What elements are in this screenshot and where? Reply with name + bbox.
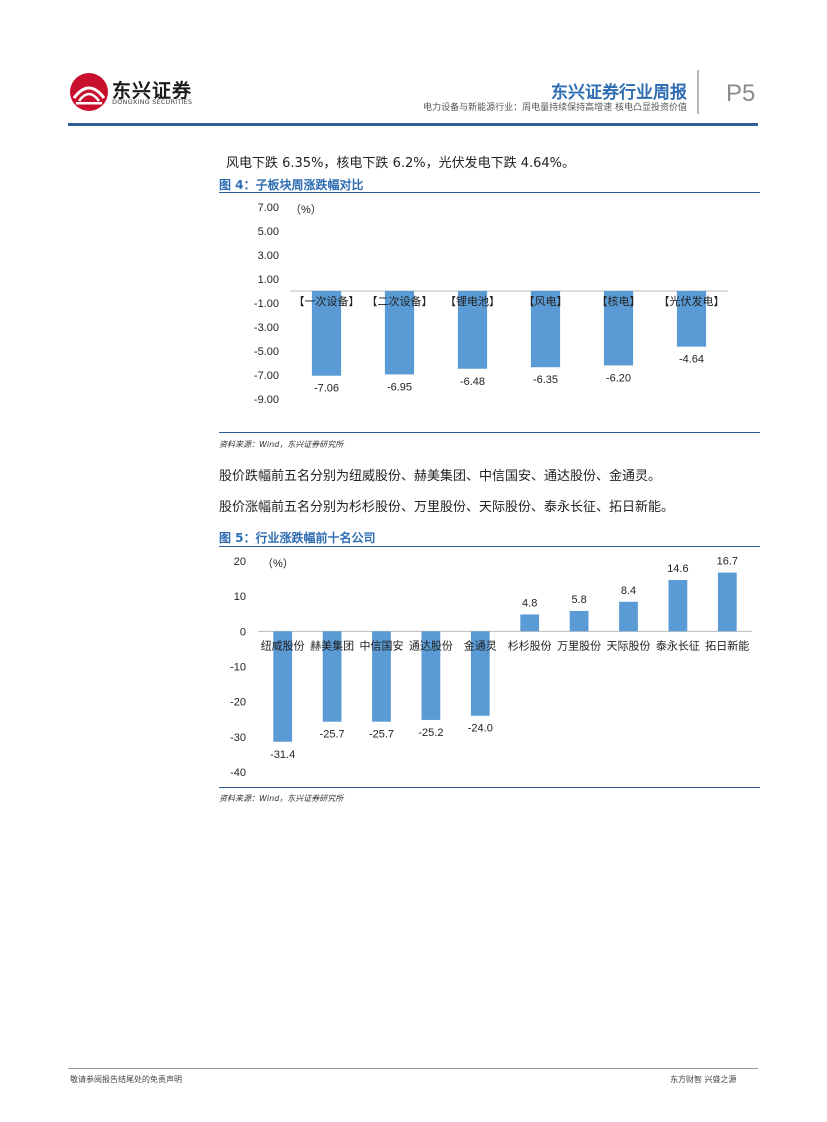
bar: [372, 631, 391, 722]
y-unit-label: （%）: [262, 557, 294, 570]
category-label: 通达股份: [409, 639, 453, 652]
bar-value-label: 4.8: [522, 597, 537, 609]
category-label: 【光伏发电】: [659, 294, 725, 308]
figure-4-caption: 图 4：子板块周涨跌幅对比: [219, 178, 364, 192]
y-unit-label: （%）: [290, 203, 322, 216]
bar-value-label: 16.7: [717, 556, 738, 568]
footer-disclaimer: 敬请参阅报告结尾处的免责声明: [70, 1075, 182, 1084]
bar-value-label: 5.8: [571, 594, 586, 606]
body-paragraph-2: 股价跌幅前五名分别为纽威股份、赫美集团、中信国安、通达股份、金通灵。: [219, 469, 662, 484]
body-paragraph-3: 股价涨幅前五名分别为杉杉股份、万里股份、天际股份、泰永长征、拓日新能。: [219, 500, 675, 515]
y-tick-label: 1.00: [258, 274, 279, 286]
report-brand-title: 东兴证券行业周报: [551, 83, 687, 103]
bar-value-label: 14.6: [667, 563, 688, 575]
bar: [603, 291, 634, 366]
y-tick-label: -20: [230, 697, 246, 709]
category-label: 杉杉股份: [508, 638, 552, 652]
y-tick-label: -5.00: [254, 346, 279, 358]
category-label: 【一次设备】: [294, 294, 360, 308]
bar-value-label: -4.64: [679, 354, 704, 366]
y-tick-label: -1.00: [254, 298, 279, 310]
category-label: 中信国安: [360, 638, 404, 652]
bar-value-label: -24.0: [468, 723, 493, 735]
bar: [384, 291, 415, 375]
bar: [421, 631, 441, 720]
bar-value-label: -6.20: [606, 372, 631, 384]
company-logo: [70, 73, 108, 111]
y-tick-label: 0: [240, 626, 246, 638]
bar-value-label: -6.48: [460, 376, 485, 388]
page-number: P5: [726, 80, 756, 107]
figure-5-source: 资料来源：Wind，东兴证券研究所: [219, 794, 344, 803]
category-label: 【核电】: [597, 294, 641, 308]
bar-value-label: -7.06: [314, 383, 339, 395]
category-label: 金通灵: [464, 638, 497, 652]
y-tick-label: -30: [230, 732, 246, 744]
y-tick-label: 10: [234, 591, 246, 603]
category-label: 拓日新能: [705, 638, 749, 652]
bar-value-label: -31.4: [270, 749, 295, 761]
logo-text-cn: 东兴证券: [112, 80, 193, 102]
logo-text-en: DONGXING SECURITIES: [112, 98, 193, 106]
category-label: 【锂电池】: [445, 294, 500, 308]
category-label: 纽威股份: [261, 638, 305, 652]
bar: [619, 601, 638, 632]
bar: [520, 614, 540, 632]
bar: [676, 291, 707, 347]
category-label: 赫美集团: [310, 638, 354, 652]
category-label: 泰永长征: [656, 638, 700, 652]
bar: [668, 579, 688, 632]
figure-4-bottom-rule: [219, 432, 760, 433]
y-tick-label: 3.00: [258, 250, 279, 262]
header-rule: [68, 123, 758, 126]
y-tick-label: -9.00: [254, 394, 279, 406]
figure-4-top-rule: [219, 192, 760, 193]
category-label: 【二次设备】: [367, 294, 433, 308]
bar: [311, 291, 342, 376]
figure-5-bottom-rule: [219, 787, 760, 788]
y-tick-label: -7.00: [254, 370, 279, 382]
y-tick-label: -10: [230, 662, 246, 674]
y-tick-label: 20: [234, 556, 246, 568]
figure-5-top-rule: [219, 546, 760, 547]
y-tick-label: -3.00: [254, 322, 279, 334]
body-paragraph-1: 风电下跌 6.35%，核电下跌 6.2%，光伏发电下跌 4.64%。: [226, 156, 576, 171]
bar: [457, 291, 488, 369]
category-label: 天际股份: [607, 639, 651, 652]
header-divider: [697, 70, 699, 114]
figure-4-source: 资料来源：Wind，东兴证券研究所: [219, 440, 344, 449]
category-label: 【风电】: [524, 295, 568, 308]
report-subtitle: 电力设备与新能源行业：周电量持续保持高增速 核电凸显投资价值: [423, 103, 687, 113]
bar-value-label: -25.2: [418, 727, 443, 739]
footer-slogan: 东方财智 兴盛之源: [670, 1075, 737, 1084]
category-label: 万里股份: [557, 639, 601, 652]
figure-5-caption: 图 5：行业涨跌幅前十名公司: [219, 531, 376, 545]
bar-value-label: -25.7: [320, 729, 345, 741]
bar-value-label: -6.35: [533, 374, 558, 386]
bar: [273, 631, 293, 742]
bar-value-label: -25.7: [369, 729, 394, 741]
y-tick-label: 5.00: [258, 226, 279, 238]
bar: [322, 631, 342, 722]
bar: [717, 572, 737, 632]
bar: [470, 631, 490, 716]
y-tick-label: 7.00: [258, 202, 279, 214]
bar: [530, 291, 561, 368]
y-tick-label: -40: [230, 767, 246, 779]
footer-rule: [68, 1068, 758, 1069]
bar-value-label: 8.4: [621, 585, 636, 597]
bar-value-label: -6.95: [387, 381, 412, 393]
bar: [569, 610, 589, 632]
